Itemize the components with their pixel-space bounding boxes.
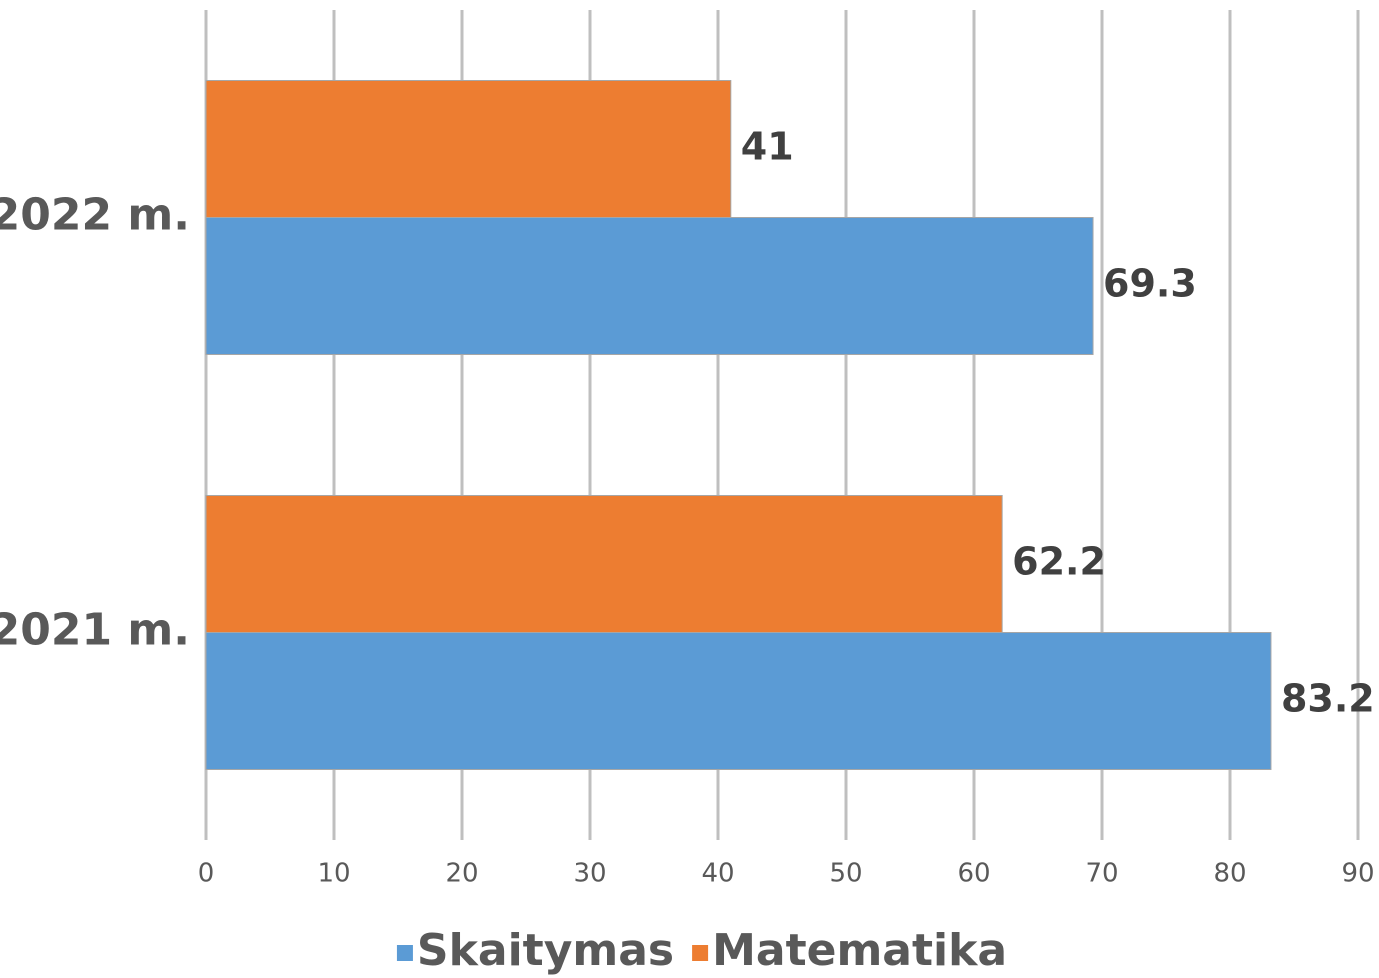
x-tick-label: 20 <box>445 859 478 889</box>
legend-label: Matematika <box>712 925 1007 976</box>
value-label: 62.2 <box>1012 540 1106 584</box>
category-label: 2022 m. <box>0 190 190 241</box>
x-tick-label: 10 <box>317 859 350 889</box>
x-tick-label: 30 <box>573 859 606 889</box>
x-tick-label: 50 <box>829 859 862 889</box>
value-label: 83.2 <box>1281 677 1375 721</box>
legend-swatch <box>396 945 413 961</box>
bar <box>205 495 1003 633</box>
legend-label: Skaitymas <box>417 925 674 976</box>
category-label: 2021 m. <box>0 605 190 656</box>
bar <box>205 632 1272 770</box>
legend: Skaitymas Matematika <box>396 925 1007 976</box>
x-tick-label: 40 <box>701 859 734 889</box>
bar <box>205 80 732 218</box>
legend-swatch <box>692 945 709 961</box>
bar <box>205 217 1094 355</box>
value-label: 69.3 <box>1103 262 1197 306</box>
x-tick-label: 80 <box>1213 859 1246 889</box>
x-tick-label: 70 <box>1085 859 1118 889</box>
x-tick-label: 0 <box>198 859 215 889</box>
x-tick-label: 90 <box>1341 859 1374 889</box>
value-label: 41 <box>741 125 794 169</box>
x-tick-label: 60 <box>957 859 990 889</box>
